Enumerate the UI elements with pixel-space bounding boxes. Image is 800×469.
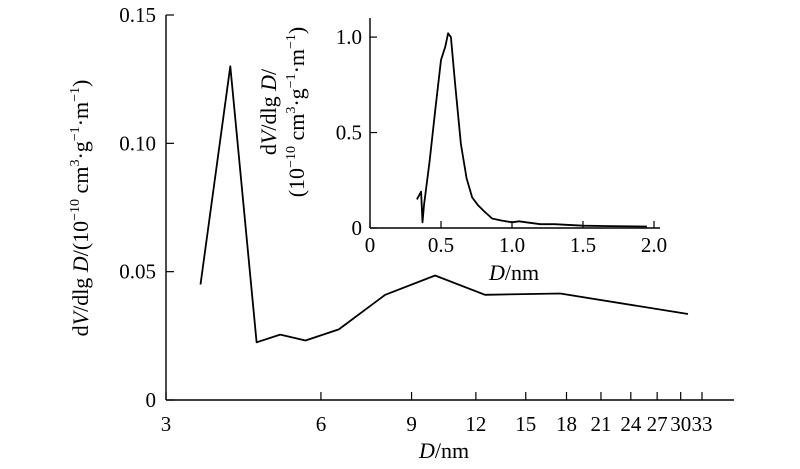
inset-y-axis-label-line1: dV/dlg D/	[256, 68, 281, 155]
main-ticks	[165, 14, 703, 401]
main-x-tick-label: 21	[590, 412, 611, 436]
inset-series-line	[416, 32, 647, 228]
main-x-tick-label: 30	[670, 412, 691, 436]
inset-x-tick-label: 2.0	[641, 233, 667, 257]
main-x-tick-label: 15	[515, 412, 536, 436]
main-x-tick-label: 27	[647, 412, 668, 436]
main-tick-labels: 3 6 9 12 15 18 21 24 27 30 33 0 0.05 0.10 0.15	[119, 3, 712, 436]
main-axes	[165, 15, 734, 401]
main-y-tick-label: 0.10	[119, 131, 156, 155]
inset-x-tick-label: 1.0	[499, 233, 525, 257]
inset-x-tick-label: 0.5	[428, 233, 454, 257]
inset-tick-labels: 0 0.5 1.0 1.5 2.0 0 0.5 1.0	[336, 25, 667, 257]
inset-y-tick-label: 0	[352, 216, 363, 240]
inset-axes	[369, 18, 660, 229]
main-x-tick-label: 3	[161, 412, 172, 436]
main-y-tick-label: 0.05	[119, 260, 156, 284]
main-x-tick-label: 33	[692, 412, 713, 436]
main-series-line	[199, 65, 689, 344]
main-x-tick-label: 6	[316, 412, 327, 436]
main-x-axis-label: D/nm	[418, 438, 469, 463]
inset-y-tick-label: 0.5	[336, 121, 362, 145]
main-y-tick-label: 0	[146, 388, 157, 412]
main-x-tick-label: 9	[406, 412, 417, 436]
main-x-tick-label: 18	[556, 412, 577, 436]
inset-x-axis-label: D/nm	[488, 260, 539, 285]
inset-x-tick-label: 0	[365, 233, 376, 257]
inset-x-tick-label: 1.5	[570, 233, 596, 257]
main-x-tick-label: 12	[465, 412, 486, 436]
main-y-tick-label: 0.15	[119, 3, 156, 27]
main-x-tick-label: 24	[620, 412, 642, 436]
inset-ticks	[369, 36, 655, 229]
inset-y-tick-label: 1.0	[336, 25, 362, 49]
inset-y-axis-label-line2: (10−10 cm3·g−1·m−1)	[284, 27, 309, 198]
main-y-axis-label: dV/dlg D/(10−10 cm3·g−1·m−1)	[68, 80, 93, 337]
